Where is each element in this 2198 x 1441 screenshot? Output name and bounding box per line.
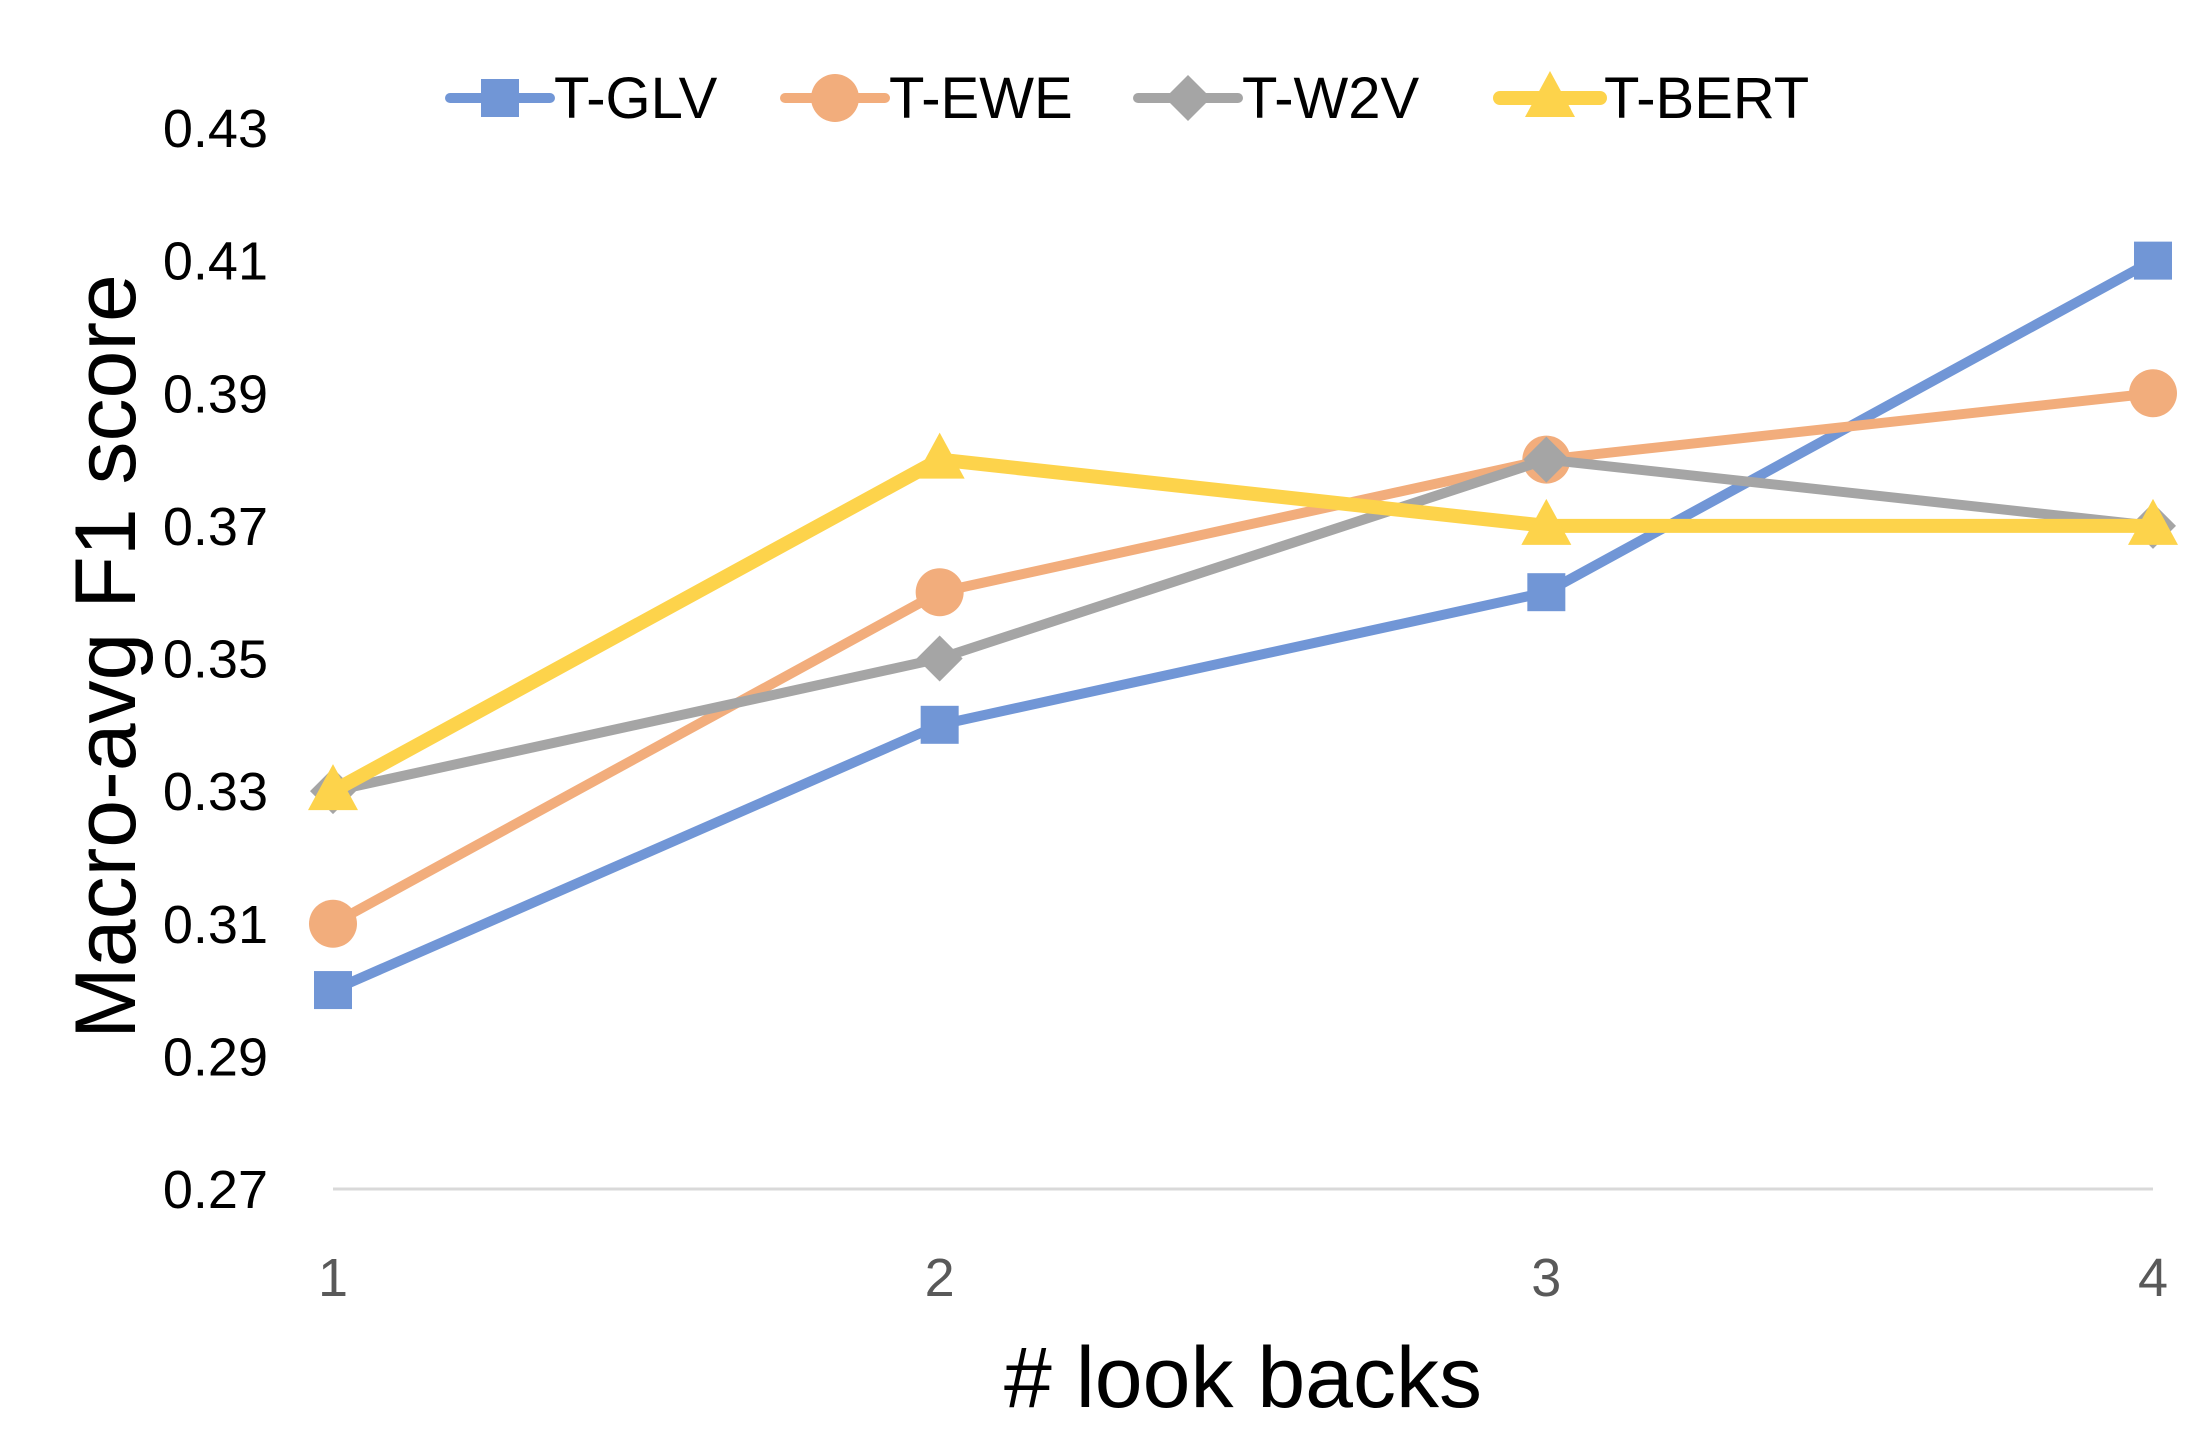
legend-swatch-marker [811,74,859,122]
series-line [328,454,2158,797]
legend: T-GLV T-EWE T-W2V T-BERT [445,66,1809,131]
legend-item: T-GLV [445,66,718,131]
legend-item: T-BERT [1493,66,1809,131]
data-point [1521,498,1572,545]
x-axis-title: # look backs [1004,1330,1482,1426]
legend-swatch-marker [481,79,519,117]
y-axis-ticks: 0.27 0.29 0.31 0.33 0.35 0.37 0.39 0.41 0.43 [163,99,268,1220]
series-layer [308,241,2178,1010]
data-point [1523,436,1570,483]
legend-swatch-marker [1165,75,1211,121]
data-point [308,764,358,811]
x-axis-ticks: 1 2 3 4 [318,1248,2168,1308]
data-point [2134,241,2172,280]
x-tick-label: 2 [925,1248,955,1308]
legend-label: T-BERT [1604,66,1809,131]
y-tick-label: 0.41 [163,232,268,292]
data-point [914,432,965,479]
y-tick-label: 0.27 [163,1160,268,1220]
x-tick-label: 4 [2138,1248,2168,1308]
data-point [2129,369,2177,418]
legend-label: T-W2V [1242,66,1420,131]
series-line [328,255,2158,996]
series-line [328,388,2158,929]
data-point [2128,498,2178,545]
y-axis-title: Macro-avg F1 score [58,274,154,1039]
legend-swatch-marker [1525,71,1575,117]
legend-label: T-GLV [554,66,718,131]
data-point [1527,573,1566,612]
x-tick-label: 3 [1531,1248,1561,1308]
legend-item: T-EWE [780,66,1073,131]
series-t-bert [308,432,2178,811]
y-tick-label: 0.31 [163,895,268,955]
y-tick-label: 0.35 [163,630,268,690]
data-point [920,705,959,744]
y-tick-label: 0.29 [163,1027,268,1087]
data-point [915,568,964,617]
series-t-glv [314,241,2172,1010]
data-point [916,635,963,682]
data-point [314,971,352,1010]
x-tick-label: 1 [318,1248,348,1308]
legend-item: T-W2V [1133,66,1420,131]
y-tick-label: 0.43 [163,99,268,159]
data-point [309,899,357,948]
y-tick-label: 0.37 [163,497,268,557]
series-line [326,452,2160,799]
legend-label: T-EWE [889,66,1073,131]
y-tick-label: 0.33 [163,762,268,822]
y-tick-label: 0.39 [163,364,268,424]
series-t-ewe [309,369,2177,948]
